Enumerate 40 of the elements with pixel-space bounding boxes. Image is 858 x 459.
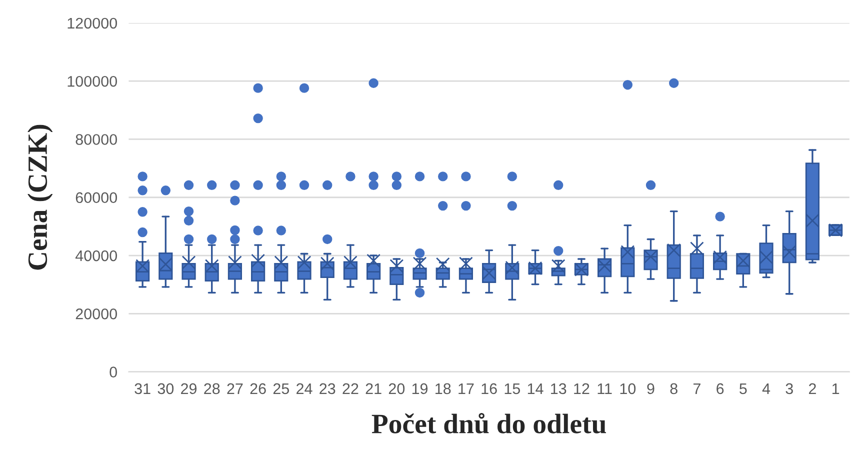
x-tick-label: 17 [458, 383, 474, 394]
x-tick-label: 14 [528, 383, 544, 394]
x-tick-label: 9 [647, 383, 654, 394]
x-tick-label: 15 [504, 383, 520, 394]
x-tick-label: 11 [598, 383, 612, 394]
x-tick-label: 29 [181, 383, 197, 394]
x-tick-label: 7 [693, 383, 700, 394]
x-tick-label: 3 [786, 383, 793, 394]
x-tick-label: 8 [670, 383, 678, 394]
x-tick-label: 22 [342, 383, 358, 394]
x-tick-label: 5 [740, 383, 747, 394]
x-tick-label: 12 [574, 383, 590, 394]
x-tick-label: 20 [388, 383, 405, 394]
y-axis-title: Cena (CZK) [28, 124, 53, 270]
y-tick-label: 40000 [75, 250, 117, 262]
x-tick-label: 25 [273, 383, 290, 394]
x-tick-label: 18 [436, 383, 451, 394]
y-tick-label: 100000 [68, 76, 117, 87]
x-tick-label: 4 [762, 383, 770, 394]
x-axis-title: Počet dnů do odletu [372, 412, 606, 434]
y-tick-label: 0 [110, 366, 117, 378]
x-tick-label: 6 [716, 383, 724, 394]
x-tick-label: 27 [227, 383, 243, 394]
x-tick-label: 31 [134, 383, 150, 394]
x-tick-label: 24 [296, 383, 312, 394]
y-tick-label: 80000 [76, 134, 117, 145]
x-tick-label: 1 [832, 383, 840, 394]
y-tick-label: 60000 [76, 192, 117, 204]
x-tick-label: 16 [482, 383, 497, 394]
x-tick-label: 23 [320, 383, 336, 394]
y-tick-label: 20000 [76, 308, 117, 320]
x-tick-label: 26 [250, 383, 266, 394]
x-tick-label: 19 [412, 383, 428, 394]
x-tick-label: 10 [620, 383, 636, 394]
x-tick-label: 2 [808, 383, 816, 394]
x-tick-label: 13 [551, 383, 566, 394]
x-tick-label: 28 [204, 383, 220, 394]
y-tick-label: 120000 [68, 18, 117, 29]
x-tick-label: 21 [366, 383, 382, 394]
x-tick-label: 30 [158, 383, 174, 394]
